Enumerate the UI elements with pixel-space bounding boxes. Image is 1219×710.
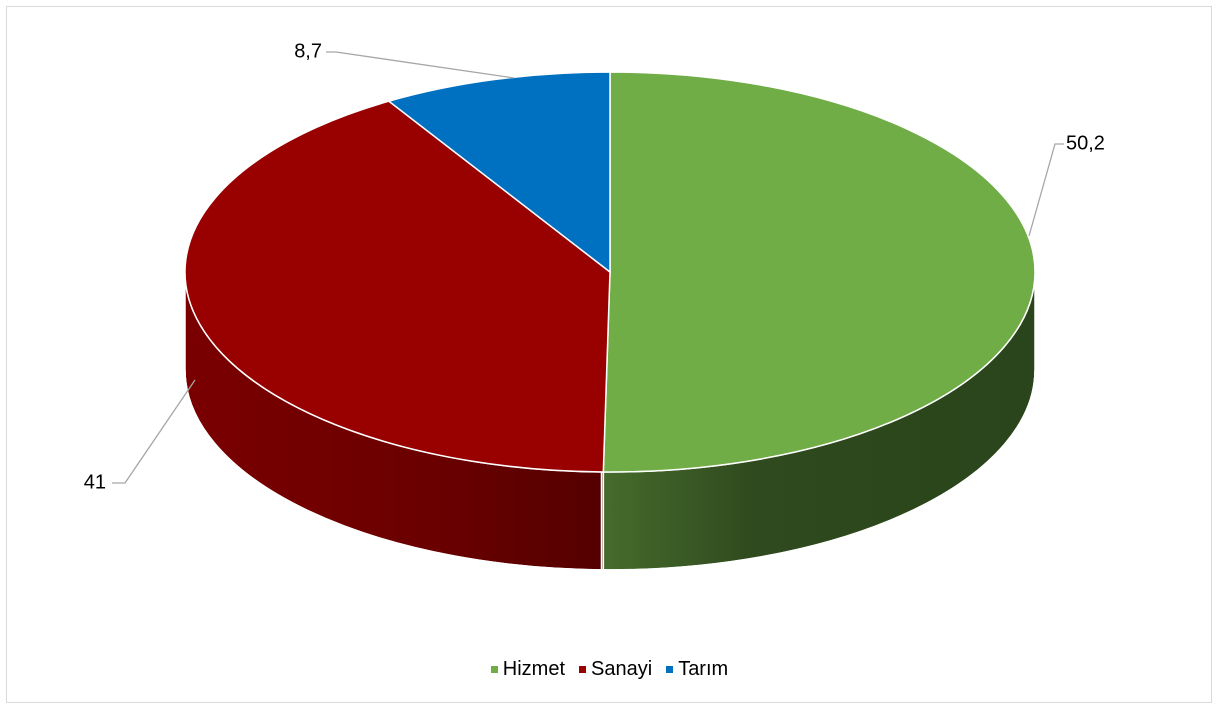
data-labels: 50,2 41 8,7	[84, 40, 1105, 493]
data-label-sanayi: 41	[84, 471, 106, 493]
leader-line-hizmet	[1028, 143, 1064, 237]
pie-slice-sanayi	[184, 100, 611, 473]
legend-swatch-sanayi	[579, 666, 587, 673]
pie-slice-hizmet	[602, 71, 1036, 473]
pie-slice-tarim	[387, 71, 611, 274]
pie-tops	[184, 71, 1036, 473]
legend-swatch-hizmet	[490, 666, 498, 673]
legend-swatch-tarim	[666, 666, 674, 673]
data-label-tarim: 8,7	[294, 40, 322, 62]
pie-bottom-edge	[184, 369, 1036, 571]
legend-label-hizmet: Hizmet	[502, 658, 566, 680]
legend-item-hizmet: Hizmet	[490, 658, 566, 681]
leader-line-sanayi	[112, 379, 196, 484]
data-label-hizmet: 50,2	[1066, 132, 1105, 154]
leader-lines	[112, 51, 1064, 484]
legend: Hizmet Sanayi Tarım	[0, 658, 1219, 681]
legend-item-tarim: Tarım	[666, 658, 728, 681]
leader-line-tarim	[326, 51, 515, 79]
legend-label-sanayi: Sanayi	[591, 658, 653, 680]
legend-item-sanayi: Sanayi	[579, 658, 652, 681]
legend-label-tarim: Tarım	[678, 658, 729, 680]
